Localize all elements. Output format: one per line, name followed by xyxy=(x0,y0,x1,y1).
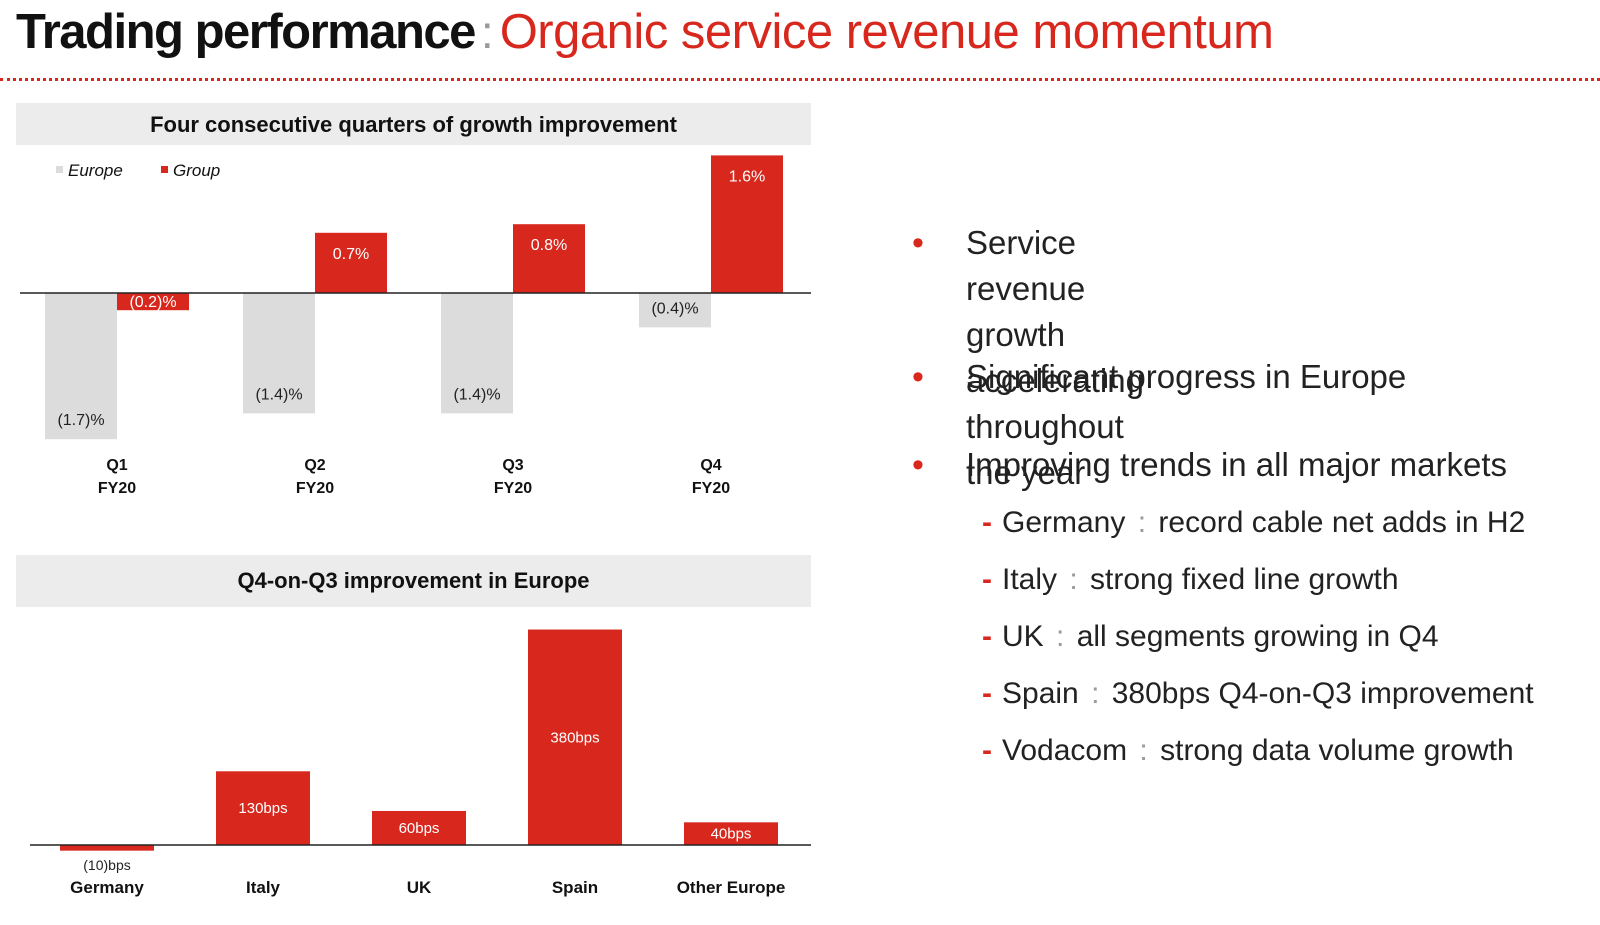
sub-bullet-text: 380bps Q4-on-Q3 improvement xyxy=(1111,677,1534,710)
bar-spain xyxy=(528,629,622,845)
bar-group xyxy=(711,155,783,293)
bullet-text: Service revenue growth accelerating thro… xyxy=(966,224,1144,491)
tick-label: Germany xyxy=(70,878,144,897)
sub-bullet-text: strong fixed line growth xyxy=(1090,563,1399,596)
tick-label: Italy xyxy=(246,878,281,897)
data-label: 0.7% xyxy=(333,246,369,263)
data-label: 0.8% xyxy=(531,237,567,254)
bar-group xyxy=(513,224,585,293)
sub-bullet: - UK : all segments growing in Q4 xyxy=(982,617,1439,657)
legend-label-europe: Europe xyxy=(68,161,123,180)
chart2-title: Q4-on-Q3 improvement in Europe xyxy=(16,555,811,607)
tick-label-year: FY20 xyxy=(296,480,334,497)
bar-germany xyxy=(60,845,154,851)
header-divider xyxy=(0,78,1600,81)
data-label: 1.6% xyxy=(729,168,765,185)
bullet-dot-icon: • xyxy=(912,224,924,262)
bullet-text: Improving trends in all major markets xyxy=(966,446,1508,483)
sub-bullet-country: Germany xyxy=(1002,506,1126,539)
sub-bullet-country: Vodacom xyxy=(1002,734,1128,767)
tick-label-quarter: Q4 xyxy=(700,457,721,474)
colon-separator: : xyxy=(1047,620,1073,653)
sub-bullet: - Spain : 380bps Q4-on-Q3 improvement xyxy=(982,674,1534,714)
sub-bullet-text: record cable net adds in H2 xyxy=(1158,506,1526,539)
bullet-text: Significant progress in Europe xyxy=(966,358,1407,395)
bullet-dot-icon: • xyxy=(912,446,924,484)
tick-label-quarter: Q1 xyxy=(106,457,127,474)
colon-separator: : xyxy=(1082,677,1108,710)
data-label: (1.7)% xyxy=(57,412,104,429)
bar-group xyxy=(315,232,387,293)
data-label: 130bps xyxy=(238,800,287,817)
dash-icon: - xyxy=(982,506,992,539)
bar-group xyxy=(117,293,189,311)
tick-label-year: FY20 xyxy=(692,480,730,497)
data-label: (10)bps xyxy=(83,857,130,873)
sub-bullet-text: strong data volume growth xyxy=(1160,734,1514,767)
sub-bullet: - Germany : record cable net adds in H2 xyxy=(982,503,1525,543)
dash-icon: - xyxy=(982,734,992,767)
tick-label: UK xyxy=(407,878,432,897)
page-header: Trading performance: Organic service reve… xyxy=(16,4,1274,70)
title-separator: : xyxy=(480,6,494,58)
bar-other-europe xyxy=(684,822,778,845)
sub-bullet-text: all segments growing in Q4 xyxy=(1076,620,1439,653)
colon-separator: : xyxy=(1129,506,1155,539)
chart1-title: Four consecutive quarters of growth impr… xyxy=(16,103,811,145)
sub-bullet-country: Italy xyxy=(1002,563,1058,596)
colon-separator: : xyxy=(1061,563,1087,596)
legend-label-group: Group xyxy=(173,161,220,180)
sub-bullet-country: UK xyxy=(1002,620,1044,653)
dash-icon: - xyxy=(982,563,992,596)
tick-label: Spain xyxy=(552,878,598,897)
data-label: (0.2)% xyxy=(129,294,176,311)
dash-icon: - xyxy=(982,620,992,653)
bar-uk xyxy=(372,810,466,845)
data-label: (1.4)% xyxy=(255,386,302,403)
data-label: 40bps xyxy=(711,826,752,843)
sub-bullet: - Italy : strong fixed line growth xyxy=(982,560,1399,600)
bar-italy xyxy=(216,771,310,845)
tick-label: Other Europe xyxy=(677,878,786,897)
page-subtitle: Organic service revenue momentum xyxy=(499,5,1274,59)
dash-icon: - xyxy=(982,677,992,710)
tick-label-quarter: Q2 xyxy=(304,457,325,474)
data-label: (0.4)% xyxy=(651,300,698,317)
bullet-dot-icon: • xyxy=(912,358,924,396)
tick-label-quarter: Q3 xyxy=(502,457,523,474)
page-title: Trading performance xyxy=(16,5,476,59)
sub-bullet-country: Spain xyxy=(1002,677,1079,710)
tick-label-year: FY20 xyxy=(98,480,136,497)
legend-swatch-group xyxy=(161,166,168,173)
legend-swatch-europe xyxy=(56,166,63,173)
tick-label-year: FY20 xyxy=(494,480,532,497)
sub-bullet: - Vodacom : strong data volume growth xyxy=(982,731,1514,771)
colon-separator: : xyxy=(1131,734,1157,767)
charts-canvas: Europe Group (1.7)% (0.2)% Q1 FY20 (1.4)% 0.7% Q… xyxy=(20,155,811,897)
bar-europe xyxy=(243,293,315,414)
data-label: 380bps xyxy=(550,729,599,746)
bar-europe xyxy=(45,293,117,440)
bar-europe xyxy=(441,293,513,414)
data-label: (1.4)% xyxy=(453,386,500,403)
bar-europe xyxy=(639,293,711,328)
data-label: 60bps xyxy=(399,820,440,837)
